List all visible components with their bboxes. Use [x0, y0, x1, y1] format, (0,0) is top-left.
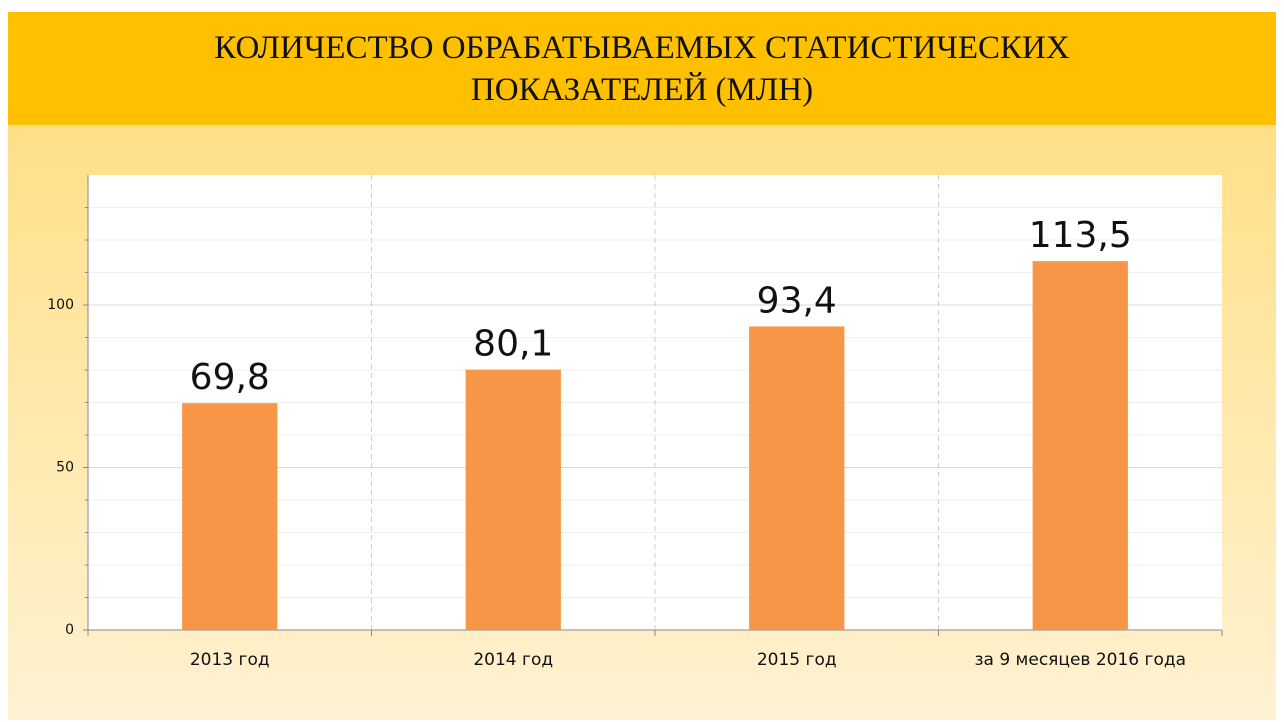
y-tick-label: 100 — [47, 297, 74, 313]
title-band: КОЛИЧЕСТВО ОБРАБАТЫВАЕМЫХ СТАТИСТИЧЕСКИХ… — [8, 12, 1276, 125]
data-label: 93,4 — [757, 280, 837, 321]
data-label: 80,1 — [473, 324, 553, 365]
x-tick-label: 2015 год — [757, 650, 837, 670]
y-tick-label: 0 — [65, 622, 74, 638]
bar — [1032, 261, 1128, 630]
x-tick-label: за 9 месяцев 2016 года — [974, 650, 1186, 670]
y-tick-label: 50 — [56, 460, 74, 476]
bar — [465, 369, 561, 630]
bar — [182, 403, 278, 630]
x-tick-label: 2014 год — [473, 650, 553, 670]
bar — [749, 326, 845, 630]
data-label: 113,5 — [1029, 215, 1132, 256]
chart-title: КОЛИЧЕСТВО ОБРАБАТЫВАЕМЫХ СТАТИСТИЧЕСКИХ… — [214, 29, 1070, 108]
data-label: 69,8 — [190, 357, 270, 398]
x-tick-label: 2013 год — [190, 650, 270, 670]
